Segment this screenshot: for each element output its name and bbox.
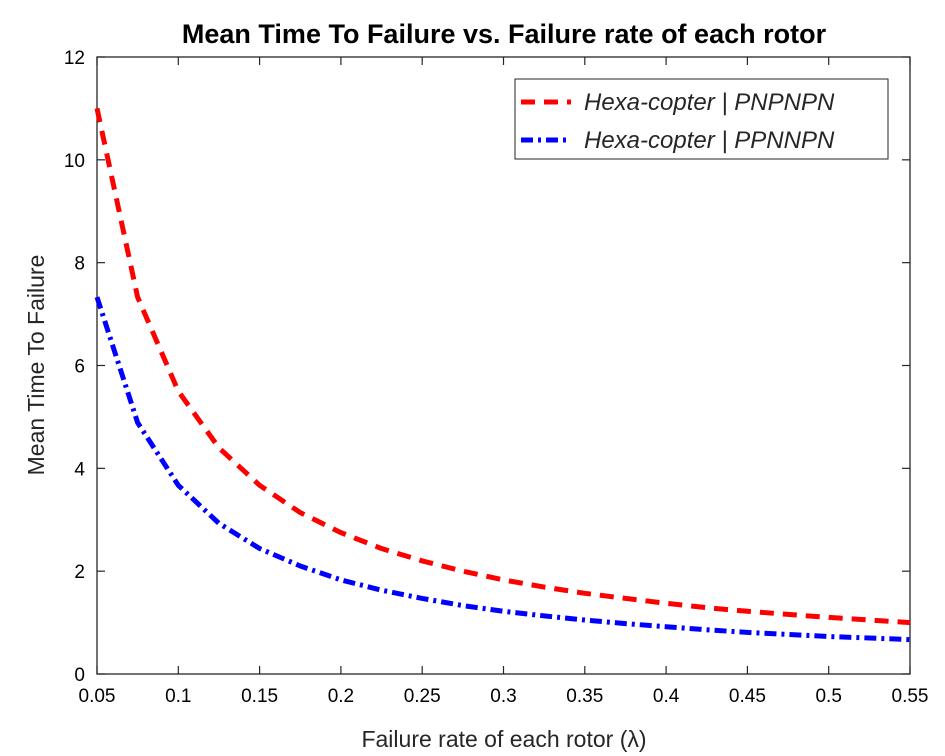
- y-tick-label: 8: [74, 254, 85, 275]
- legend-label-pnpnpn: Hexa-copter | PNPNPN: [584, 89, 835, 116]
- y-tick-label: 6: [74, 357, 85, 378]
- legend: Hexa-copter | PNPNPN Hexa-copter | PPNNP…: [514, 78, 889, 160]
- x-tick-label: 0.15: [241, 686, 278, 707]
- x-tick-label: 0.2: [328, 686, 354, 707]
- y-axis-label: Mean Time To Failure: [23, 255, 49, 476]
- y-tick-label: 2: [74, 562, 85, 583]
- y-tick-label: 0: [74, 665, 85, 686]
- x-tick-label: 0.1: [165, 686, 191, 707]
- series-line-1: [94, 296, 911, 643]
- x-tick-label: 0.35: [566, 686, 603, 707]
- x-tick-label: 0.3: [490, 686, 516, 707]
- x-tick-label: 0.05: [79, 686, 116, 707]
- y-tick-label: 4: [74, 459, 85, 480]
- x-tick-label: 0.4: [653, 686, 680, 707]
- x-tick-label: 0.5: [815, 686, 841, 707]
- plot-border: [96, 56, 911, 675]
- legend-box: [514, 78, 889, 160]
- y-tick-label: 12: [64, 48, 85, 69]
- legend-label-ppnnpn: Hexa-copter | PPNNPN: [584, 127, 835, 154]
- axis-ticks: 0.05 0.1 0.15 0.2 0.25 0.3 0.35 0.4 0.45 0.5 0.55 0…: [64, 48, 929, 707]
- chart-title: Mean Time To Failure vs. Failure rate of…: [182, 19, 827, 49]
- y-tick-label: 10: [64, 151, 85, 172]
- x-axis-label: Failure rate of each rotor (λ): [361, 726, 646, 752]
- x-tick-label: 0.55: [892, 686, 929, 707]
- x-tick-label: 0.25: [404, 686, 441, 707]
- x-tick-label: 0.45: [729, 686, 766, 707]
- plot-area: [96, 56, 911, 675]
- series-lines: [94, 107, 911, 643]
